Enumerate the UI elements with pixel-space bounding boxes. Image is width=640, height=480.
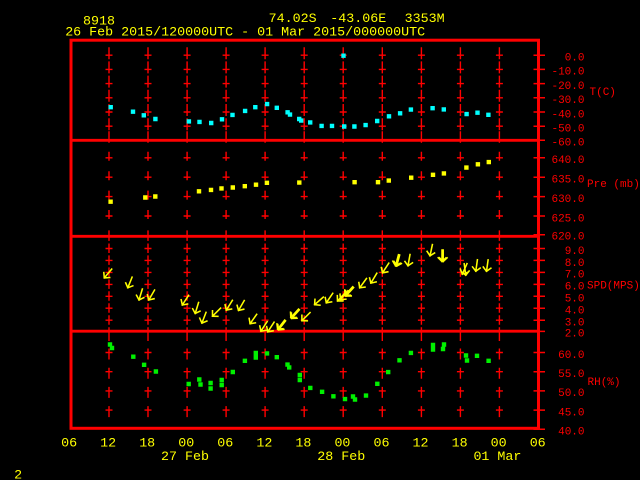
- svg-text:-10.0: -10.0: [551, 67, 584, 79]
- svg-text:12: 12: [100, 436, 116, 451]
- svg-text:06: 06: [374, 436, 390, 451]
- svg-text:18: 18: [295, 436, 311, 451]
- svg-text:7.0: 7.0: [565, 270, 585, 282]
- svg-text:45.0: 45.0: [558, 407, 584, 419]
- svg-text:-50.0: -50.0: [551, 124, 584, 136]
- svg-text:9.0: 9.0: [565, 246, 585, 258]
- svg-text:620.0: 620.0: [551, 232, 584, 244]
- svg-text:12: 12: [256, 436, 272, 451]
- svg-text:74.02S: 74.02S: [269, 12, 317, 27]
- svg-text:-43.06E: -43.06E: [330, 12, 386, 27]
- svg-text:SPD(MPS): SPD(MPS): [587, 281, 640, 293]
- svg-text:40.0: 40.0: [558, 427, 584, 439]
- svg-text:T(C): T(C): [590, 87, 616, 99]
- svg-text:635.0: 635.0: [551, 175, 584, 187]
- svg-text:18: 18: [452, 436, 468, 451]
- svg-text:0.0: 0.0: [565, 53, 585, 65]
- svg-text:6.0: 6.0: [565, 282, 585, 294]
- svg-text:8918: 8918: [83, 14, 115, 29]
- svg-text:01 Mar: 01 Mar: [473, 450, 521, 465]
- svg-text:12: 12: [413, 436, 429, 451]
- svg-text:27 Feb: 27 Feb: [161, 450, 209, 465]
- svg-text:55.0: 55.0: [558, 369, 584, 381]
- svg-text:2: 2: [14, 469, 22, 480]
- svg-text:26 Feb 2015/120000UTC - 01 Mar: 26 Feb 2015/120000UTC - 01 Mar 2015/0000…: [65, 25, 425, 40]
- svg-text:-60.0: -60.0: [551, 138, 584, 150]
- svg-text:2.0: 2.0: [565, 329, 585, 341]
- svg-text:625.0: 625.0: [551, 213, 584, 225]
- svg-text:06: 06: [61, 436, 77, 451]
- svg-text:50.0: 50.0: [558, 388, 584, 400]
- svg-text:630.0: 630.0: [551, 194, 584, 206]
- svg-text:18: 18: [139, 436, 155, 451]
- svg-text:-20.0: -20.0: [551, 81, 584, 93]
- svg-text:60.0: 60.0: [558, 350, 584, 362]
- svg-text:-40.0: -40.0: [551, 109, 584, 121]
- svg-text:-30.0: -30.0: [551, 95, 584, 107]
- svg-text:3.0: 3.0: [565, 318, 585, 330]
- svg-text:06: 06: [217, 436, 233, 451]
- svg-text:00: 00: [178, 436, 194, 451]
- svg-text:RH(%): RH(%): [588, 377, 621, 389]
- svg-text:28 Feb: 28 Feb: [317, 450, 365, 465]
- svg-text:06: 06: [530, 436, 546, 451]
- svg-text:5.0: 5.0: [565, 294, 585, 306]
- svg-text:00: 00: [491, 436, 507, 451]
- svg-text:00: 00: [334, 436, 350, 451]
- svg-text:8.0: 8.0: [565, 258, 585, 270]
- svg-text:640.0: 640.0: [551, 155, 584, 167]
- svg-text:Pre (mb): Pre (mb): [587, 179, 640, 191]
- svg-text:4.0: 4.0: [565, 306, 585, 318]
- svg-text:3353M: 3353M: [405, 12, 445, 27]
